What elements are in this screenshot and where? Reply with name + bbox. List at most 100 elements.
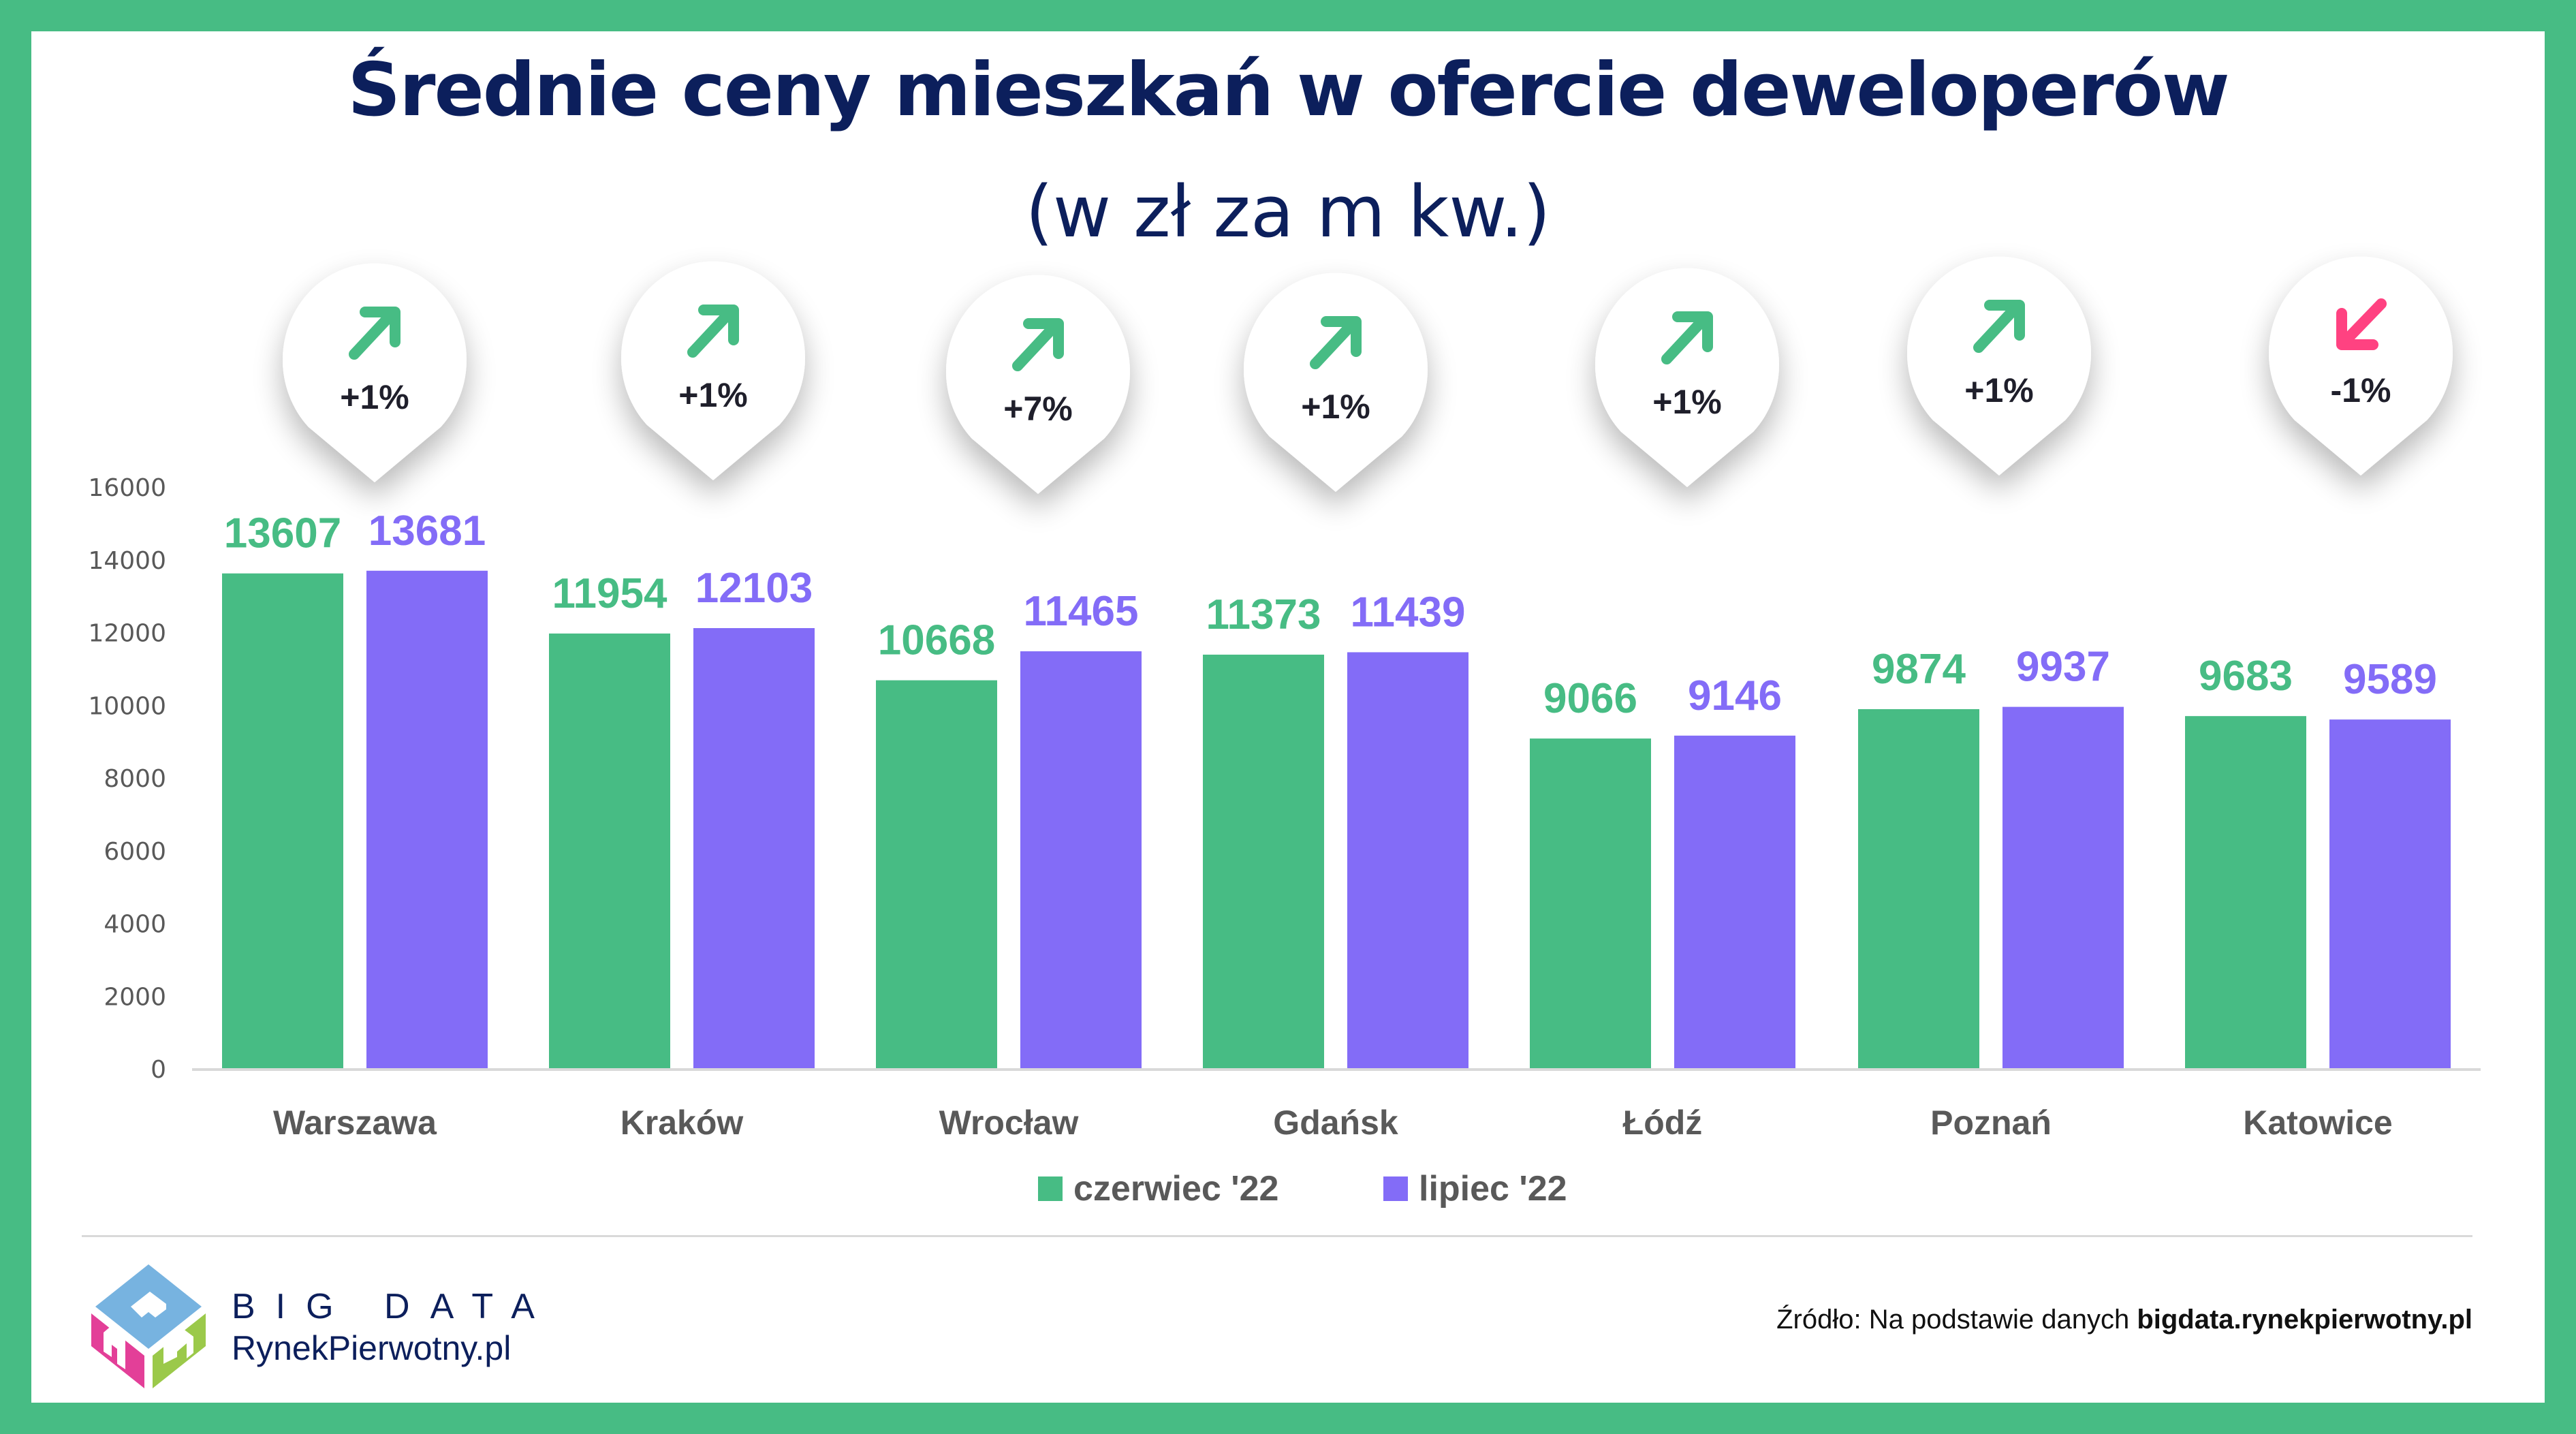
change-badge: -1% [2268,256,2453,476]
bar-lipiec [1020,651,1142,1068]
y-tick-label: 0 [151,1056,166,1084]
data-label: 9589 [2343,656,2437,703]
data-label: 9683 [2199,653,2293,700]
data-label: 11954 [552,570,668,617]
arrow-up-right-icon [1310,316,1362,369]
x-tick-label: Kraków [621,1104,744,1142]
x-tick-label: Warszawa [273,1104,437,1142]
arrow-up-right-icon [1012,318,1064,371]
legend-swatch-green [1038,1176,1063,1201]
data-label: 10668 [878,617,995,664]
bar-lipiec [366,570,488,1068]
bars [222,570,2451,1068]
badge-pin-shape [1243,272,1428,492]
bar-czerwiec [2185,716,2306,1068]
source-note: Źródło: Na podstawie danych bigdata.ryne… [1776,1305,2472,1335]
brand-site: RynekPierwotny.pl [232,1329,512,1367]
x-tick-label: Katowice [2243,1104,2393,1142]
bar-lipiec [1674,735,1795,1068]
source-link[interactable]: bigdata.rynekpierwotny.pl [2137,1305,2472,1335]
badge-percent: +1% [1964,371,2033,409]
badge-percent: +1% [1652,383,1721,421]
arrow-down-left-icon [2336,298,2387,350]
bar-czerwiec [222,573,343,1068]
x-tick-label: Wrocław [939,1104,1079,1142]
legend-label: czerwiec '22 [1073,1169,1279,1209]
badge-percent: +1% [340,378,409,416]
bar-czerwiec [549,633,670,1068]
data-label: 13607 [224,510,341,557]
badge-pin-shape [2268,256,2453,476]
arrow-shaft [349,308,398,360]
legend-item-lipiec: lipiec '22 [1383,1168,1567,1209]
arrow-head [698,305,739,345]
arrow-head [1023,318,1064,359]
bar-czerwiec [876,680,997,1068]
badge-percent: +1% [678,376,747,414]
legend-label: lipiec '22 [1419,1169,1567,1209]
data-label: 13681 [368,508,486,555]
arrow-head [360,307,400,347]
source-prefix: Źródło: Na podstawie danych [1776,1305,2137,1335]
arrow-head [1672,311,1713,352]
data-label: 11465 [1024,588,1139,635]
arrow-shaft [1012,319,1061,371]
badge-pin-shape [946,275,1130,494]
data-label: 9146 [1688,672,1782,719]
change-badges: +1% +1% +7% +1% +1% +1% -1% [282,256,2453,494]
bar-czerwiec [1858,708,1979,1068]
data-label: 9937 [2016,644,2110,691]
badge-percent: +7% [1003,390,1072,428]
badge-pin-shape [282,263,467,482]
brand-big-data: BIG DATA [232,1287,555,1326]
data-label: 9874 [1872,646,1966,693]
bar-lipiec [693,628,815,1068]
arrow-up-right-icon [1973,300,2025,353]
data-label: 12103 [695,565,813,612]
y-tick-label: 10000 [88,692,166,720]
badge-percent: -1% [2331,371,2391,409]
change-badge: +1% [1906,256,2091,476]
change-badge: +1% [1595,268,1779,487]
bar-lipiec [1347,652,1468,1068]
bar-lipiec [2002,706,2124,1068]
x-tick-label: Gdańsk [1273,1104,1398,1142]
footer-divider [82,1235,2472,1237]
chart-subtitle: (w zł za m kw.) [1025,170,1551,253]
change-badge: +1% [621,261,805,480]
arrow-up-right-icon [1661,311,1713,364]
y-tick-label: 14000 [88,547,166,575]
y-tick-label: 4000 [104,911,166,939]
arrow-shaft [1310,317,1359,369]
badge-percent: +1% [1301,388,1370,426]
arrow-shaft [687,306,736,358]
change-badge: +7% [946,275,1130,494]
bar-lipiec [2329,719,2451,1068]
x-axis: Warszawa Kraków Wrocław Gdańsk Łódź Poznań Kat… [273,1104,2393,1142]
arrow-head [2336,308,2378,350]
y-tick-label: 16000 [88,474,166,502]
y-tick-label: 12000 [88,620,166,648]
badge-pin-shape [621,261,805,480]
change-badge: +1% [282,263,467,482]
legend-swatch-purple [1383,1176,1408,1201]
house-cube-logo-icon [91,1264,206,1388]
data-label: 11373 [1206,591,1321,638]
data-label: 11439 [1351,589,1466,636]
arrow-up-right-icon [349,307,400,360]
y-axis: 0 2000 4000 6000 8000 10000 12000 14000 16000 [88,474,2481,1084]
arrow-shaft [1661,313,1710,364]
x-tick-label: Łódź [1623,1104,1703,1142]
badge-pin-shape [1595,268,1779,487]
data-label: 9066 [1543,675,1637,722]
data-labels: 13607 13681 11954 12103 10668 11465 11373 11439… [224,508,2437,722]
x-tick-label: Poznań [1930,1104,2052,1142]
badge-pin-shape [1906,256,2091,476]
bar-czerwiec [1203,654,1324,1068]
legend-item-czerwiec: czerwiec '22 [1038,1168,1278,1209]
bar-czerwiec [1530,738,1651,1068]
arrow-up-right-icon [687,305,739,358]
y-tick-label: 8000 [104,765,166,793]
arrow-shaft [2338,298,2387,349]
